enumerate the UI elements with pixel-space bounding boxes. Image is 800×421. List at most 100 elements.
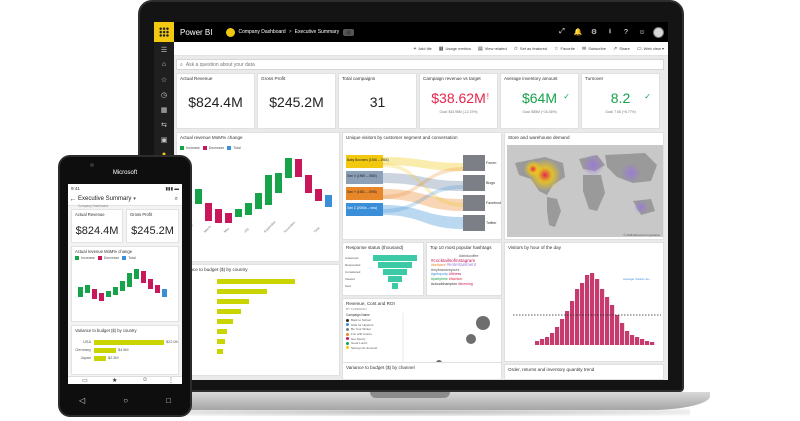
chevron-down-icon[interactable]: ▾ [133, 196, 136, 202]
avatar[interactable] [653, 26, 664, 38]
app-launcher-icon[interactable] [154, 22, 174, 42]
svg-text:September: September [263, 219, 278, 234]
breadcrumb-workspace[interactable]: Company Dashboard [238, 29, 286, 35]
variance-bar [217, 279, 295, 284]
legend-item[interactable]: Gifts for Hipsters [346, 323, 378, 328]
apps-icon[interactable]: ▦ [160, 106, 168, 114]
action-view-related[interactable]: ▤ View related [478, 46, 507, 52]
home-nav-icon[interactable]: ○ [123, 395, 129, 405]
waterfall-bar [265, 175, 272, 205]
notification-icon[interactable]: 🔔 [573, 29, 583, 36]
tile-kpi[interactable]: Actual Revenue $824.4M [176, 73, 255, 129]
sankey-source-node[interactable] [346, 203, 383, 216]
tile-sankey[interactable]: Unique visitors by customer segment and … [342, 132, 502, 240]
funnel-label: Responded [345, 263, 361, 267]
people-icon[interactable]: ☺ [142, 377, 149, 383]
back-nav-icon[interactable]: ◁ [79, 395, 86, 405]
tile-kpi[interactable]: Campaign revenue vs target $38.62M! Goal: … [419, 73, 498, 129]
legend-item[interactable]: Good Lunch [346, 341, 378, 346]
visitor-bar [640, 339, 645, 345]
variance-bar [94, 339, 164, 345]
action-favorite[interactable]: ☆ Favorite [554, 46, 575, 52]
bubble[interactable] [466, 334, 476, 344]
legend-item[interactable]: Back to School [346, 318, 378, 323]
home-icon[interactable]: ⌂ [161, 61, 167, 68]
download-icon[interactable]: ⭳ [608, 27, 612, 35]
sankey-target-node[interactable] [463, 155, 485, 171]
action-add-tile[interactable]: + Add tile [413, 46, 431, 52]
legend-item[interactable]: Fun with Colors [346, 332, 378, 337]
phone-tile-variance[interactable]: Variance to budget ($) by country USA $22… [71, 325, 179, 375]
settings-icon[interactable]: ⚙ [590, 29, 598, 36]
phone-waterfall-chart [78, 269, 167, 301]
tile-map[interactable]: Store and warehouse demand [504, 132, 664, 240]
tile-kpi[interactable]: Gross Profit $245.2M [257, 73, 336, 129]
workspace-active-icon[interactable]: ● [154, 147, 174, 162]
kpi-value: $245.2M [131, 225, 174, 237]
legend-label: Fun with Colors [351, 332, 372, 337]
sankey-source-label: Gen Z (2000s – now) [347, 206, 377, 210]
tile-kpi[interactable]: Turnover 8.2 ✓ Goal: 7.68 (+6.77%) [581, 73, 660, 129]
waterfall-legend: Increase Decrease Total [177, 146, 241, 150]
tile-response-status[interactable]: Response status (thousand) Answered Resp… [342, 242, 424, 296]
tile-title: Visitors by hour of the day [508, 245, 562, 250]
shared-icon[interactable]: ⇆ [161, 121, 167, 129]
star-icon[interactable]: ★ [112, 378, 118, 384]
action-usage-metrics[interactable]: ▦ Usage metrics [439, 46, 471, 52]
menu-icon[interactable]: ☰ [160, 46, 168, 54]
search-icon[interactable]: ⌕ [174, 195, 178, 202]
phone-dashboard-title[interactable]: Executive Summary [78, 196, 132, 202]
help-icon[interactable]: ? [624, 28, 628, 36]
tile-hashtags[interactable]: Top 10 most popular hashtags #drinkcoffe… [426, 242, 502, 296]
action-icon: ✉ [581, 45, 587, 52]
action-set-as-featured[interactable]: ✩ Set as featured [514, 46, 547, 52]
tile-title: Gross Profit [261, 76, 286, 81]
phone-dashboard-subtitle: Company Dashboard [78, 204, 109, 208]
tile-kpi[interactable]: Total campaigns 31 [338, 73, 417, 129]
tile-waterfall[interactable]: Actual revenue MoM% change Increase Decr… [176, 132, 340, 262]
tile-visitors-hour[interactable]: Visitors by hour of the day Average Visi… [504, 242, 664, 362]
feedback-icon[interactable]: ☺ [638, 28, 646, 36]
tile-variance-country[interactable]: Variance to budget ($) by country [176, 264, 340, 376]
recent-icon[interactable]: ◷ [160, 91, 168, 99]
legend-item[interactable]: Be Your Winter [346, 327, 378, 332]
visitor-bar [580, 283, 585, 345]
sankey-source-node[interactable] [346, 155, 383, 168]
legend-item[interactable]: Get Sporty [346, 336, 378, 341]
tile-order-returns[interactable]: Order, returns and inventory quantity tr… [504, 364, 664, 380]
laptop-notch [370, 392, 450, 398]
fullscreen-icon[interactable]: ⤢ [559, 28, 565, 35]
back-arrow-icon[interactable]: ← [69, 195, 77, 203]
bubble[interactable] [476, 316, 490, 330]
sankey-target-node[interactable] [463, 215, 485, 231]
sankey-source-node[interactable] [346, 187, 383, 200]
phone-tile-waterfall[interactable]: Actual revenue MoM% change Increase Decr… [71, 246, 179, 322]
hashtag: #selfcare [431, 263, 446, 268]
phone-tile-actual-revenue[interactable]: Actual Revenue $824.4M [71, 209, 123, 243]
more-icon[interactable]: ⋮ [168, 378, 174, 384]
phone-system-nav: ◁ ○ □ [60, 393, 190, 407]
sankey-target-node[interactable] [463, 175, 485, 191]
recent-apps-icon[interactable]: □ [166, 395, 171, 405]
favorites-icon[interactable]: ☆ [160, 76, 168, 84]
sankey-target-node[interactable] [463, 195, 485, 211]
hashtag: #entertainment [446, 262, 476, 268]
tile-kpi[interactable]: Average inventory amount $64M ✓ Goal: $55M … [500, 73, 579, 129]
action-subscribe[interactable]: ✉ Subscribe [582, 46, 606, 52]
phone-screen: 9:41 ▮▮▮ ▬ ← Executive Summary ▾ ⌕ Compa… [68, 184, 182, 384]
legend-item[interactable]: Spring into Summer [346, 346, 378, 351]
funnel-bar [383, 269, 407, 275]
workspaces-icon[interactable]: ▣ [160, 136, 168, 144]
variance-value: $22.0M [166, 340, 179, 344]
breadcrumb-page[interactable]: Executive Summary [294, 29, 340, 35]
sankey-source-node[interactable] [346, 171, 383, 184]
phone-tile-gross-profit[interactable]: Gross Profit $245.2M [126, 209, 179, 243]
action-share[interactable]: ↗ Share [613, 46, 630, 52]
kpi-goal: Goal: $43.98M (-12.19%) [439, 110, 478, 114]
chat-icon[interactable]: ▭ [82, 378, 88, 384]
visitor-bar [645, 341, 650, 345]
action-web-view[interactable]: ▭ Web view ▾ [637, 46, 664, 52]
qa-search-box[interactable]: ⌕ Ask a question about your data [176, 59, 664, 70]
tile-title: Turnover [585, 76, 604, 81]
tile-variance-channel[interactable]: Variance to budget ($) by channel [342, 362, 502, 380]
